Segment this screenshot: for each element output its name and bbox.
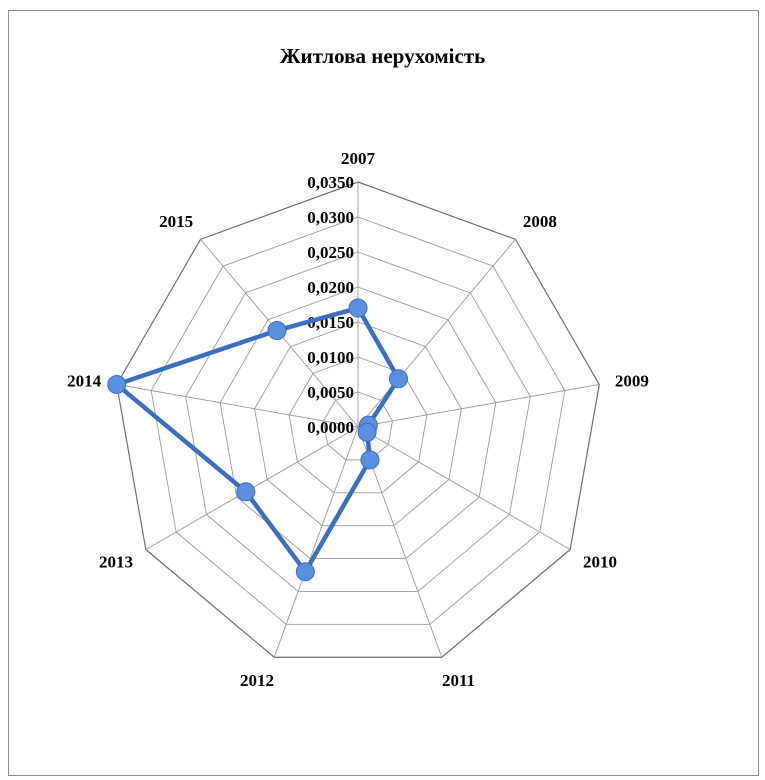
grid-ring	[219, 286, 497, 560]
r-tick-label: 0,0250	[307, 243, 354, 262]
grid-ring	[254, 321, 462, 527]
data-point	[295, 562, 315, 582]
data-point	[236, 482, 256, 502]
category-label: 2015	[159, 212, 193, 231]
grid-spoke	[273, 426, 359, 658]
r-tick-label: 0,0350	[307, 173, 354, 192]
grid-spoke	[357, 426, 571, 550]
category-label: 2008	[523, 212, 557, 231]
grid-spoke	[357, 384, 600, 428]
data-point	[348, 298, 368, 318]
data-point	[388, 369, 408, 389]
category-label: 2014	[67, 371, 102, 390]
grid-ring	[288, 356, 428, 494]
category-label: 2007	[341, 149, 376, 168]
data-point	[107, 374, 127, 394]
r-tick-label: 0,0050	[307, 383, 354, 402]
r-tick-label: 0,0100	[307, 348, 354, 367]
series-line	[114, 305, 401, 574]
grid	[116, 181, 600, 658]
category-label: 2012	[240, 671, 274, 690]
chart-frame	[8, 10, 759, 776]
r-tick-label: 0,0000	[307, 418, 354, 437]
data-point	[357, 422, 377, 442]
category-label: 2009	[615, 371, 649, 390]
radial-tick-labels: 0,00000,00500,01000,01500,02000,02500,03…	[307, 173, 354, 437]
grid-ring	[150, 216, 566, 625]
grid-ring	[185, 251, 531, 592]
grid-ring	[323, 391, 393, 461]
grid-ring	[116, 181, 600, 658]
category-label: 2010	[583, 553, 617, 572]
grid-spoke	[357, 239, 516, 428]
category-label: 2011	[442, 671, 475, 690]
data-point	[267, 320, 287, 340]
chart-title: Житлова нерухомість	[279, 44, 486, 68]
series	[107, 298, 408, 582]
r-tick-label: 0,0200	[307, 278, 354, 297]
data-point	[360, 450, 380, 470]
category-labels: 2007 2008 2009 2010 2011 2012 2013 2014 2015	[67, 149, 649, 690]
grid-spoke	[116, 384, 359, 428]
r-tick-label: 0,0300	[307, 208, 354, 227]
category-label: 2013	[99, 553, 133, 572]
